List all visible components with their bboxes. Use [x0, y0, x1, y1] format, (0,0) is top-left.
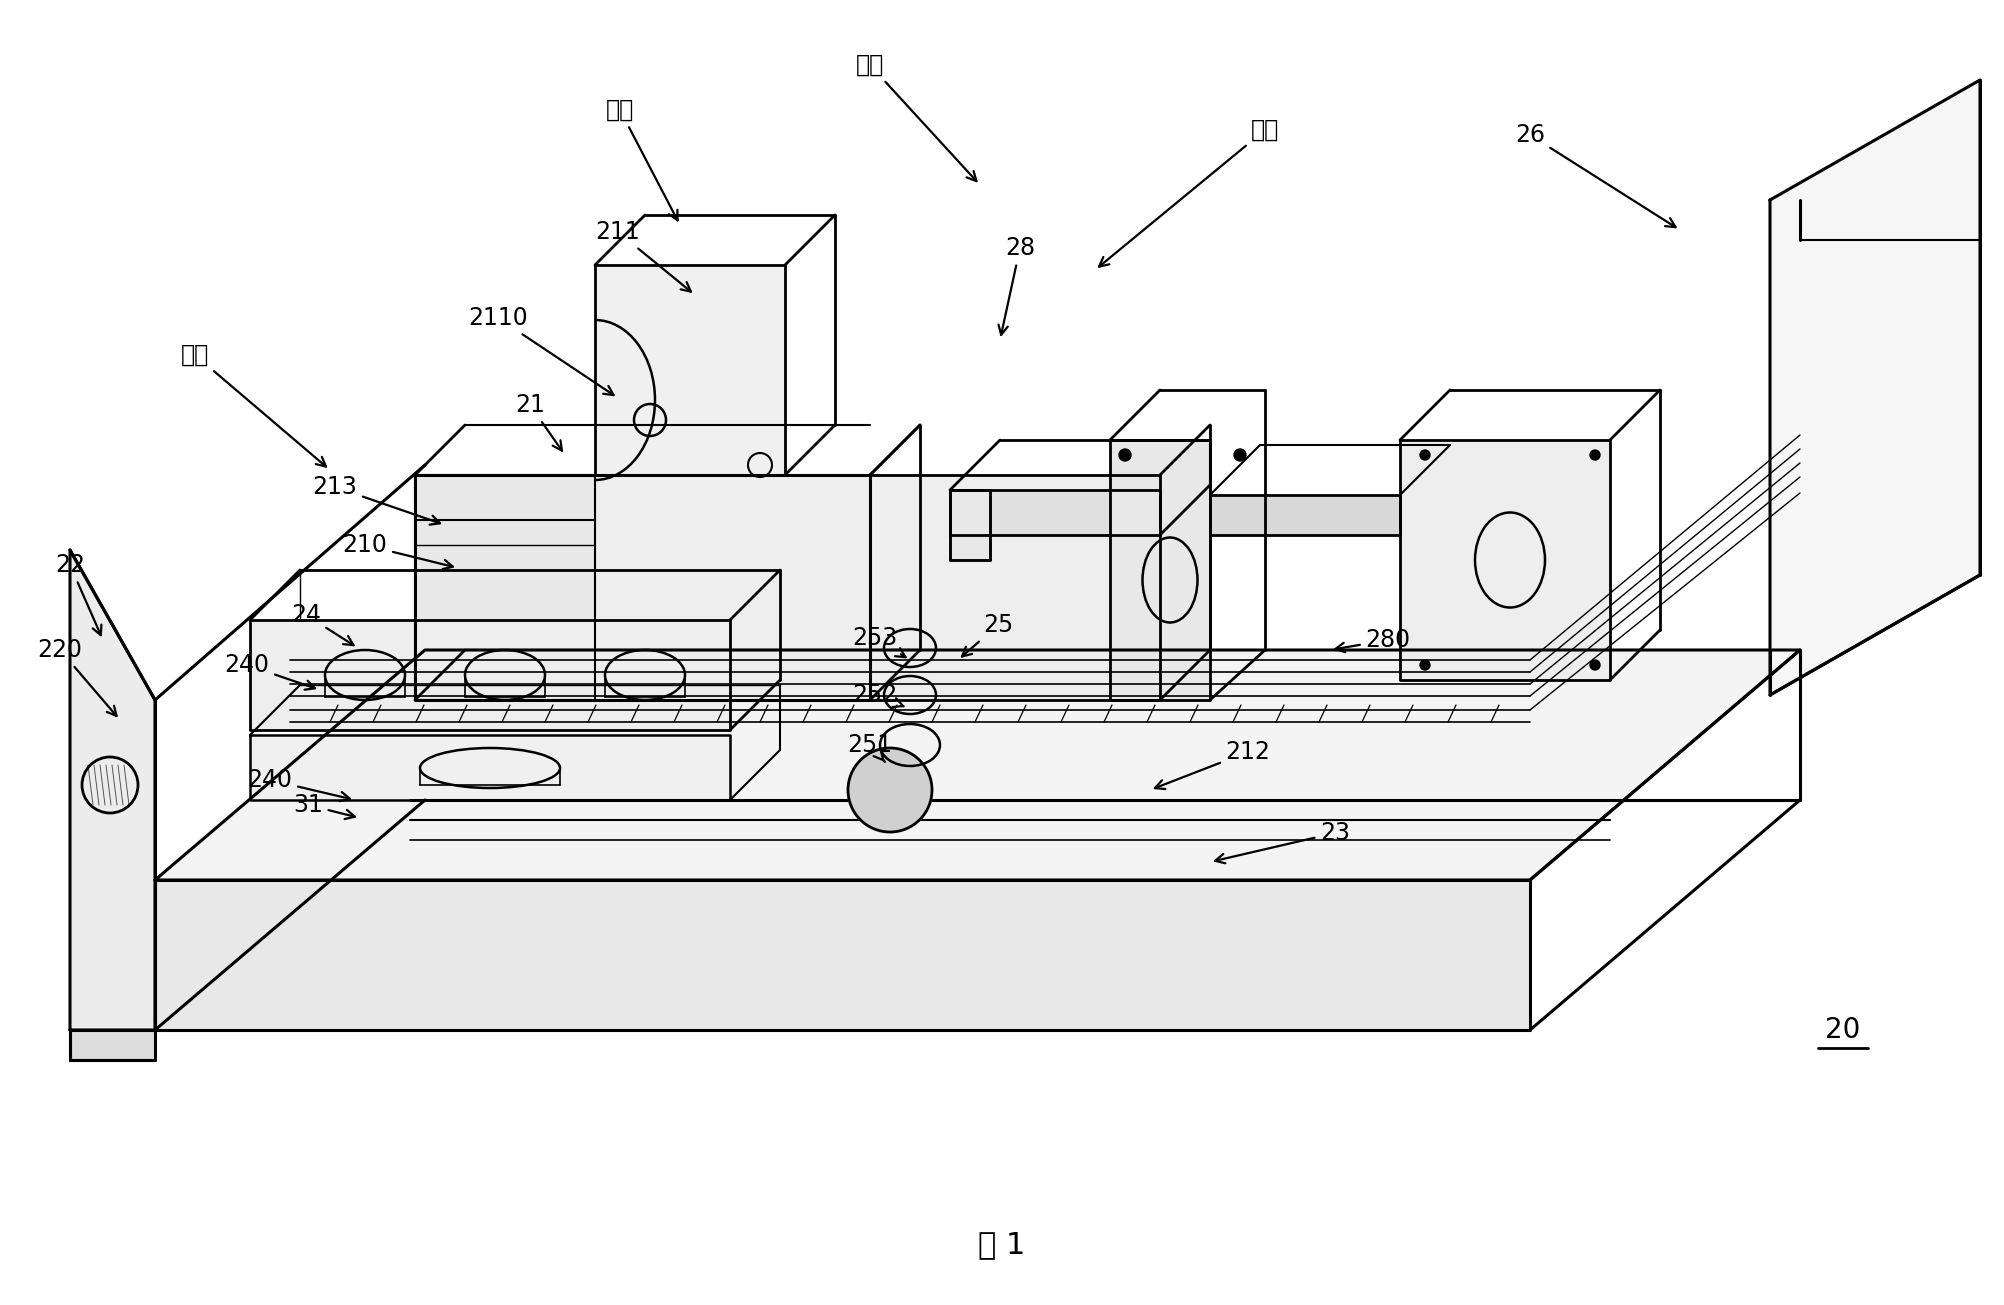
Text: 图 1: 图 1	[978, 1231, 1026, 1259]
Text: 前端: 前端	[180, 343, 327, 467]
Polygon shape	[154, 650, 1800, 880]
Polygon shape	[1110, 440, 1210, 699]
Polygon shape	[154, 880, 1529, 1030]
Polygon shape	[250, 620, 729, 729]
Text: 21: 21	[515, 393, 561, 450]
Polygon shape	[1770, 80, 1980, 696]
Text: 纵向: 纵向	[605, 98, 677, 221]
Text: 横向: 横向	[1098, 117, 1279, 266]
Text: 280: 280	[1335, 628, 1411, 652]
Circle shape	[848, 748, 932, 833]
Text: 24: 24	[291, 603, 353, 645]
Polygon shape	[1210, 495, 1401, 535]
Text: 210: 210	[343, 532, 453, 569]
Polygon shape	[415, 475, 870, 699]
Polygon shape	[595, 265, 786, 475]
Text: 26: 26	[1515, 123, 1675, 227]
Circle shape	[1421, 660, 1431, 669]
Text: 211: 211	[595, 221, 691, 291]
Text: 后端: 后端	[856, 54, 976, 181]
Text: 25: 25	[962, 613, 1014, 656]
Text: 240: 240	[248, 769, 351, 801]
Text: 253: 253	[852, 626, 906, 658]
Polygon shape	[870, 475, 1160, 699]
Text: 31: 31	[293, 793, 355, 820]
Text: 212: 212	[1154, 740, 1271, 790]
Circle shape	[1234, 449, 1246, 461]
Polygon shape	[1401, 440, 1609, 680]
Text: 213: 213	[313, 475, 441, 525]
Text: 23: 23	[1214, 821, 1351, 864]
Text: 2110: 2110	[469, 305, 613, 395]
Circle shape	[1421, 450, 1431, 459]
Text: 251: 251	[848, 733, 892, 762]
Polygon shape	[950, 489, 990, 560]
Polygon shape	[250, 735, 729, 800]
Text: 220: 220	[38, 638, 116, 716]
Text: 28: 28	[998, 236, 1034, 335]
Circle shape	[1118, 449, 1130, 461]
Text: 22: 22	[54, 553, 102, 636]
Text: 252: 252	[852, 683, 904, 707]
Polygon shape	[950, 489, 1160, 535]
Text: 20: 20	[1826, 1017, 1860, 1044]
Text: 240: 240	[224, 652, 315, 690]
Polygon shape	[70, 549, 154, 1030]
Circle shape	[1589, 660, 1599, 669]
Polygon shape	[70, 1030, 154, 1060]
Polygon shape	[415, 475, 595, 699]
Circle shape	[1589, 450, 1599, 459]
